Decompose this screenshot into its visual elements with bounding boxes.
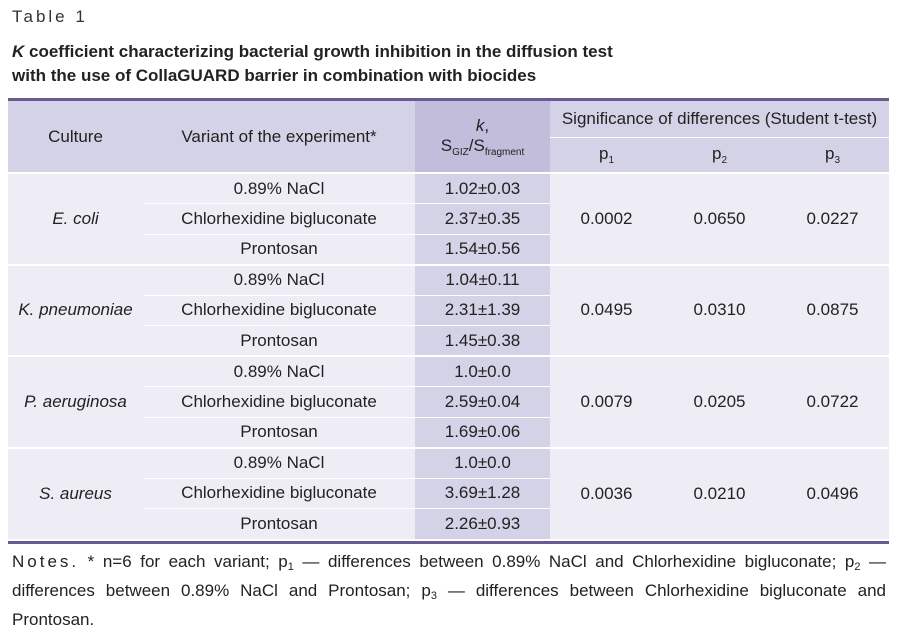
variant-cell: Chlorhexidine bigluconate	[143, 203, 415, 235]
table-caption: K coefficient characterizing bacterial g…	[12, 40, 872, 88]
culture-cell: K. pneumoniae	[8, 264, 143, 357]
p3-cell: 0.0722	[776, 356, 889, 449]
table-row: Chlorhexidine bigluconate 2.59±0.04	[8, 386, 889, 418]
variant-cell: 0.89% NaCl	[143, 447, 415, 479]
k-cell: 1.0±0.0	[415, 447, 550, 479]
culture-cell: E. coli	[8, 172, 143, 266]
caption-line2: with the use of CollaGUARD barrier in co…	[12, 66, 537, 85]
p1-cell: 0.0079	[550, 356, 663, 449]
k-cell: 1.02±0.03	[415, 172, 550, 204]
k-cell: 3.69±1.28	[415, 478, 550, 509]
header-p1: p1	[550, 137, 663, 173]
variant-cell: Prontosan	[143, 508, 415, 539]
caption-k: K	[12, 42, 25, 61]
table-row: Prontosan 1.45±0.38	[8, 325, 889, 357]
p1-cell: 0.0495	[550, 264, 663, 357]
table-row: P. aeruginosa 0.89% NaCl 1.0±0.0 0.0079 …	[8, 356, 889, 449]
variant-cell: Prontosan	[143, 234, 415, 266]
table-row: Chlorhexidine bigluconate 2.37±0.35	[8, 203, 889, 235]
table-row: S. aureus 0.89% NaCl 1.0±0.0 0.0036 0.02…	[8, 447, 889, 539]
table-row: K. pneumoniae 0.89% NaCl 1.04±0.11 0.049…	[8, 264, 889, 357]
variant-cell: 0.89% NaCl	[143, 356, 415, 387]
k-cell: 1.69±0.06	[415, 417, 550, 449]
culture-cell: S. aureus	[8, 447, 143, 539]
header-variant: Variant of the experiment*	[143, 101, 415, 173]
table-row: E. coli 0.89% NaCl 1.02±0.03 0.0002 0.06…	[8, 172, 889, 266]
header-culture: Culture	[8, 101, 143, 173]
caption-line1: coefficient characterizing bacterial gro…	[24, 42, 613, 61]
k-cell: 1.04±0.11	[415, 264, 550, 296]
variant-cell: Chlorhexidine bigluconate	[143, 478, 415, 509]
notes-label: Notes.	[12, 552, 80, 571]
p2-cell: 0.0310	[663, 264, 776, 357]
p1-cell: 0.0002	[550, 172, 663, 266]
p2-cell: 0.0205	[663, 356, 776, 449]
variant-cell: 0.89% NaCl	[143, 264, 415, 296]
table-row: Prontosan 1.54±0.56	[8, 234, 889, 266]
table-top-rule	[8, 98, 889, 101]
p3-cell: 0.0875	[776, 264, 889, 357]
k-cell: 2.31±1.39	[415, 295, 550, 326]
p3-cell: 0.0496	[776, 447, 889, 539]
k-cell: 2.59±0.04	[415, 386, 550, 418]
p1-cell: 0.0036	[550, 447, 663, 539]
variant-cell: Prontosan	[143, 325, 415, 357]
header-p2: p2	[663, 137, 776, 173]
variant-cell: Chlorhexidine bigluconate	[143, 386, 415, 418]
table-row: Prontosan 2.26±0.93	[8, 508, 889, 539]
k-cell: 2.37±0.35	[415, 203, 550, 235]
culture-cell: P. aeruginosa	[8, 356, 143, 449]
table-notes: Notes. * n=6 for each variant; p1 — diff…	[12, 552, 886, 629]
k-cell: 1.54±0.56	[415, 234, 550, 266]
p2-cell: 0.0210	[663, 447, 776, 539]
variant-cell: Prontosan	[143, 417, 415, 449]
variant-cell: Chlorhexidine bigluconate	[143, 295, 415, 326]
header-p3: p3	[776, 137, 889, 173]
table-bottom-rule	[8, 541, 889, 544]
table-label: Table 1	[12, 7, 88, 26]
k-cell: 1.0±0.0	[415, 356, 550, 387]
k-cell: 2.26±0.93	[415, 508, 550, 539]
table-row: Prontosan 1.69±0.06	[8, 417, 889, 449]
variant-cell: 0.89% NaCl	[143, 172, 415, 204]
header-k: k, SGIZ/Sfragment	[415, 101, 550, 173]
data-table: Culture Variant of the experiment* k, SG…	[8, 101, 889, 539]
header-significance: Significance of differences (Student t-t…	[550, 101, 889, 138]
table-row: Chlorhexidine bigluconate 3.69±1.28	[8, 478, 889, 509]
p2-cell: 0.0650	[663, 172, 776, 266]
p3-cell: 0.0227	[776, 172, 889, 266]
k-cell: 1.45±0.38	[415, 325, 550, 357]
table-row: Chlorhexidine bigluconate 2.31±1.39	[8, 295, 889, 326]
